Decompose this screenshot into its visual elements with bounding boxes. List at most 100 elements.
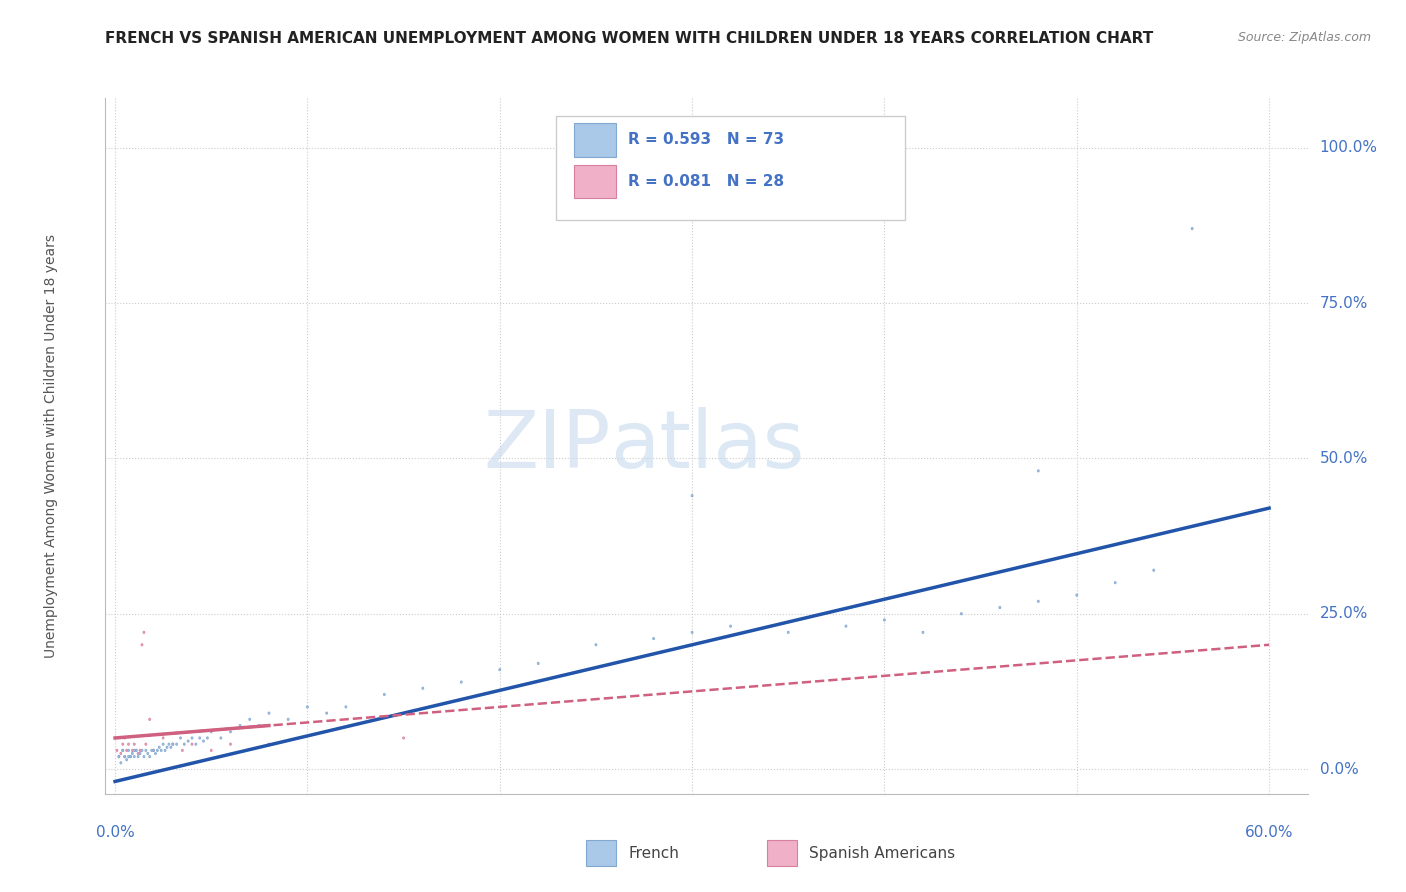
Ellipse shape bbox=[139, 749, 141, 751]
Ellipse shape bbox=[344, 706, 347, 708]
Ellipse shape bbox=[922, 632, 924, 633]
Ellipse shape bbox=[129, 756, 131, 757]
Ellipse shape bbox=[132, 749, 134, 751]
Ellipse shape bbox=[138, 756, 139, 757]
Ellipse shape bbox=[149, 718, 150, 721]
Text: FRENCH VS SPANISH AMERICAN UNEMPLOYMENT AMONG WOMEN WITH CHILDREN UNDER 18 YEARS: FRENCH VS SPANISH AMERICAN UNEMPLOYMENT … bbox=[105, 31, 1154, 46]
Ellipse shape bbox=[1038, 600, 1039, 602]
Ellipse shape bbox=[207, 737, 208, 739]
Ellipse shape bbox=[124, 756, 125, 757]
Ellipse shape bbox=[125, 758, 128, 761]
Ellipse shape bbox=[229, 743, 232, 746]
Ellipse shape bbox=[169, 743, 170, 746]
Ellipse shape bbox=[117, 749, 118, 751]
Ellipse shape bbox=[211, 749, 212, 751]
Ellipse shape bbox=[422, 687, 423, 690]
Text: Unemployment Among Women with Children Under 18 years: Unemployment Among Women with Children U… bbox=[45, 234, 59, 658]
Ellipse shape bbox=[141, 644, 143, 646]
Ellipse shape bbox=[172, 743, 174, 746]
Ellipse shape bbox=[187, 740, 188, 742]
Text: French: French bbox=[628, 846, 679, 861]
Ellipse shape bbox=[183, 743, 186, 746]
Ellipse shape bbox=[219, 737, 222, 739]
FancyBboxPatch shape bbox=[586, 839, 616, 866]
Ellipse shape bbox=[249, 718, 250, 721]
Ellipse shape bbox=[146, 752, 149, 755]
Ellipse shape bbox=[692, 494, 693, 497]
Ellipse shape bbox=[1191, 227, 1194, 229]
Ellipse shape bbox=[120, 762, 122, 764]
Ellipse shape bbox=[176, 743, 177, 746]
Ellipse shape bbox=[1076, 594, 1077, 596]
Ellipse shape bbox=[165, 749, 166, 751]
Ellipse shape bbox=[845, 625, 846, 627]
Text: 0.0%: 0.0% bbox=[96, 825, 135, 840]
Ellipse shape bbox=[135, 749, 138, 751]
Ellipse shape bbox=[787, 632, 789, 633]
Ellipse shape bbox=[141, 749, 143, 751]
Ellipse shape bbox=[730, 625, 731, 627]
Ellipse shape bbox=[259, 724, 260, 727]
Ellipse shape bbox=[128, 743, 129, 746]
Ellipse shape bbox=[307, 706, 308, 708]
Ellipse shape bbox=[122, 749, 124, 751]
Ellipse shape bbox=[125, 749, 128, 751]
Ellipse shape bbox=[155, 752, 156, 755]
Ellipse shape bbox=[160, 749, 162, 751]
Ellipse shape bbox=[162, 743, 165, 746]
Ellipse shape bbox=[269, 743, 270, 746]
Text: 25.0%: 25.0% bbox=[1320, 607, 1368, 621]
Ellipse shape bbox=[134, 749, 135, 751]
Ellipse shape bbox=[128, 749, 129, 751]
Ellipse shape bbox=[998, 607, 1001, 608]
Ellipse shape bbox=[883, 619, 886, 621]
Ellipse shape bbox=[287, 718, 290, 721]
Ellipse shape bbox=[595, 644, 596, 646]
Ellipse shape bbox=[960, 613, 962, 615]
Ellipse shape bbox=[195, 743, 197, 746]
Ellipse shape bbox=[198, 737, 201, 739]
Ellipse shape bbox=[132, 752, 134, 755]
Text: R = 0.593   N = 73: R = 0.593 N = 73 bbox=[628, 132, 785, 147]
Text: 50.0%: 50.0% bbox=[1320, 451, 1368, 466]
Ellipse shape bbox=[122, 749, 124, 751]
Ellipse shape bbox=[269, 712, 270, 714]
Ellipse shape bbox=[134, 756, 135, 757]
Text: R = 0.081   N = 28: R = 0.081 N = 28 bbox=[628, 174, 785, 189]
Ellipse shape bbox=[1153, 569, 1154, 572]
Ellipse shape bbox=[135, 749, 138, 751]
Ellipse shape bbox=[229, 731, 232, 733]
Ellipse shape bbox=[124, 756, 125, 757]
Ellipse shape bbox=[159, 747, 160, 748]
Ellipse shape bbox=[156, 749, 159, 751]
Ellipse shape bbox=[191, 737, 193, 739]
Ellipse shape bbox=[211, 731, 212, 733]
Ellipse shape bbox=[1115, 582, 1116, 583]
Ellipse shape bbox=[652, 638, 655, 640]
Ellipse shape bbox=[129, 756, 131, 757]
Ellipse shape bbox=[402, 737, 405, 739]
Text: 100.0%: 100.0% bbox=[1320, 140, 1378, 155]
Text: ZIP: ZIP bbox=[484, 407, 610, 485]
Ellipse shape bbox=[181, 749, 183, 751]
Ellipse shape bbox=[202, 740, 204, 742]
Ellipse shape bbox=[172, 743, 174, 746]
Ellipse shape bbox=[149, 756, 150, 757]
Ellipse shape bbox=[145, 749, 146, 751]
Ellipse shape bbox=[122, 743, 124, 746]
Ellipse shape bbox=[134, 743, 135, 746]
FancyBboxPatch shape bbox=[766, 839, 797, 866]
Ellipse shape bbox=[120, 752, 122, 755]
Ellipse shape bbox=[1038, 470, 1039, 472]
Text: 0.0%: 0.0% bbox=[1320, 762, 1358, 777]
Ellipse shape bbox=[162, 737, 165, 739]
Ellipse shape bbox=[166, 747, 167, 748]
Text: atlas: atlas bbox=[610, 407, 804, 485]
Ellipse shape bbox=[692, 632, 693, 633]
Ellipse shape bbox=[326, 712, 328, 714]
Ellipse shape bbox=[139, 752, 141, 755]
Ellipse shape bbox=[170, 747, 172, 748]
Ellipse shape bbox=[153, 749, 155, 751]
Ellipse shape bbox=[384, 693, 385, 696]
Ellipse shape bbox=[460, 681, 463, 683]
